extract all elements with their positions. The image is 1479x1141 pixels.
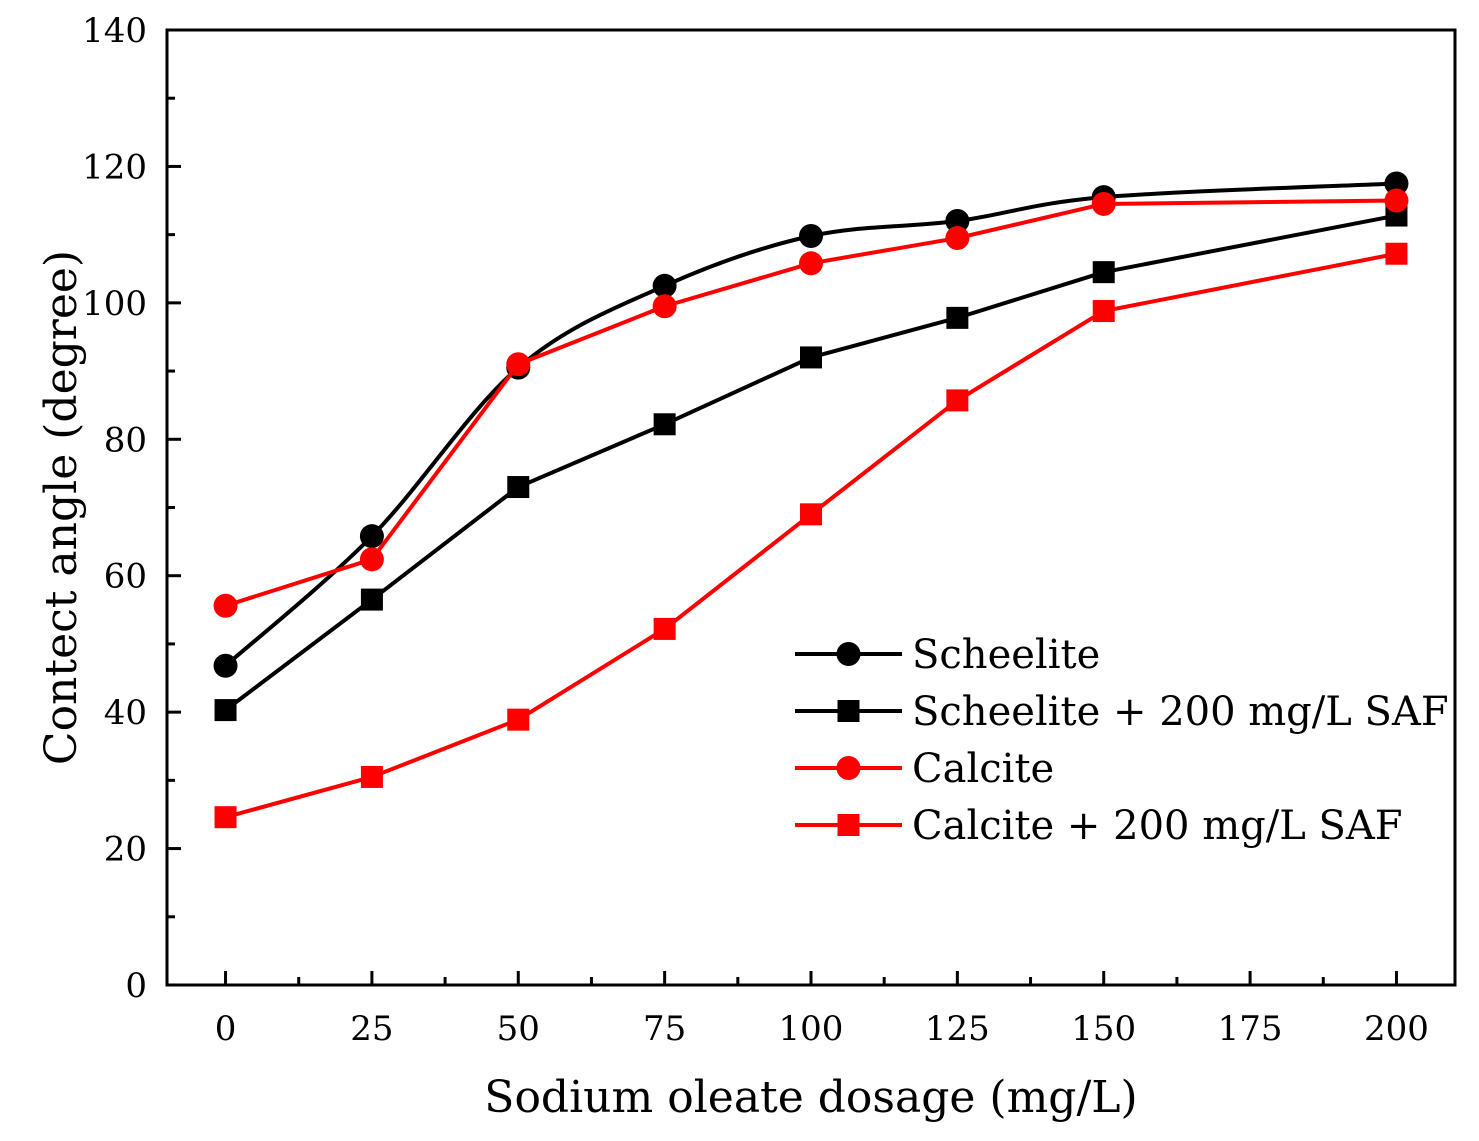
y-tick-label: 140 [82,11,147,51]
legend: Scheelite Scheelite + 200 mg/L SAF Calcite… [795,632,1449,849]
series-calcite [213,188,1409,618]
y-tick-label: 40 [104,693,147,733]
x-axis-title: Sodium oleate dosage (mg/L) [484,1072,1137,1123]
y-tick-label: 20 [104,830,147,870]
data-point-calcite-200-mg-l-saf [507,708,530,731]
y-axis-title: Contect angle (degree) [36,250,87,765]
x-tick-label: 175 [1218,1009,1283,1049]
data-point-scheelite-200-mg-l-saf [800,346,822,369]
y-tick-label: 120 [82,147,147,187]
legend-label-calcite-200-mg-l-saf: Calcite + 200 mg/L SAF [912,803,1403,849]
data-point-calcite [652,294,677,319]
x-tick-label: 25 [350,1009,393,1049]
x-tick-label: 125 [925,1009,990,1049]
data-point-scheelite-200-mg-l-saf [946,306,969,329]
series-line-calcite [224,198,1397,608]
legend-label-scheelite-200-mg-l-saf: Scheelite + 200 mg/L SAF [912,689,1449,735]
data-point-calcite [1384,188,1409,213]
series-scheelite-200-mg-l-saf [214,204,1408,722]
axes-layer: 0 25 50 75 100 125 150 175 200 0 20 40 60 80 100 120 140 [82,11,1429,1049]
x-tick-label: 75 [643,1009,686,1049]
y-tick-label: 60 [104,557,147,597]
legend-marker-calcite-200-mg-l-saf [837,814,860,836]
data-point-scheelite-200-mg-l-saf [653,413,676,436]
data-point-calcite-200-mg-l-saf [360,765,383,788]
data-point-scheelite-200-mg-l-saf [360,588,383,611]
x-tick-label: 50 [497,1009,540,1049]
data-point-calcite-200-mg-l-saf [946,389,969,412]
data-point-scheelite [945,209,970,233]
plot-layer [213,171,1409,829]
data-point-scheelite [359,524,384,549]
data-point-calcite-200-mg-l-saf [1385,242,1408,265]
data-point-scheelite-200-mg-l-saf [214,699,237,722]
data-point-calcite [945,226,970,251]
series-line-calcite-200-mg-l-saf [225,251,1397,820]
data-point-calcite-200-mg-l-saf [800,503,822,526]
data-point-calcite-200-mg-l-saf [1092,300,1115,323]
x-tick-label: 100 [779,1009,844,1049]
y-tick-label: 100 [82,284,147,324]
series-line-scheelite-200-mg-l-saf [224,213,1397,712]
x-tick-label: 150 [1071,1009,1136,1049]
legend-label-scheelite: Scheelite [912,632,1100,678]
y-tick-label: 80 [104,420,147,460]
data-point-scheelite [799,224,823,249]
series-calcite-200-mg-l-saf [214,242,1408,829]
data-point-scheelite-200-mg-l-saf [507,476,530,499]
legend-marker-scheelite [836,642,861,666]
data-point-calcite [1091,191,1116,216]
data-point-calcite [359,547,384,572]
data-point-scheelite-200-mg-l-saf [1092,261,1115,284]
data-point-scheelite [652,273,677,298]
data-point-scheelite [213,653,238,678]
y-tick-label: 0 [125,966,147,1006]
legend-marker-calcite [836,756,861,780]
data-point-calcite-200-mg-l-saf [214,806,237,829]
data-point-scheelite [1384,171,1409,196]
data-point-calcite [506,352,531,377]
x-tick-label: 0 [215,1009,237,1049]
legend-marker-scheelite-200-mg-l-saf [837,700,860,722]
data-point-calcite [213,593,238,618]
x-tick-label: 200 [1364,1009,1429,1049]
legend-label-calcite: Calcite [912,746,1054,792]
data-point-calcite-200-mg-l-saf [653,617,676,640]
data-point-calcite [799,251,823,276]
